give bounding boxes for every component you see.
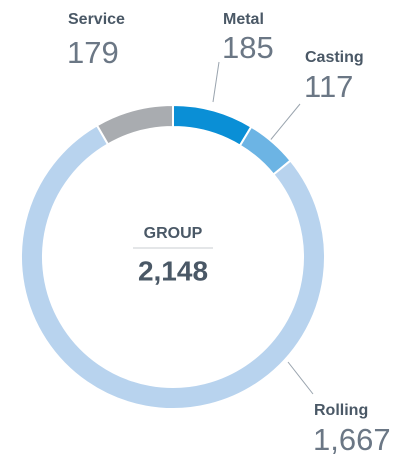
leader-line — [212, 61, 220, 103]
donut-segment — [172, 103, 253, 147]
donut-segment — [95, 103, 174, 146]
leader-line — [267, 103, 301, 144]
center-label: GROUP — [144, 225, 203, 242]
leader-line — [287, 361, 314, 395]
segment-value: 185 — [222, 30, 274, 65]
donut-segment — [20, 123, 326, 410]
segment-value: 117 — [304, 69, 353, 104]
segment-name: Service — [68, 11, 125, 28]
segment-name: Rolling — [314, 402, 368, 419]
segment-value: 1,667 — [313, 422, 391, 457]
segment-value: 179 — [67, 35, 119, 70]
center-total: 2,148 — [138, 255, 208, 286]
segment-name: Casting — [305, 49, 364, 66]
segment-name: Metal — [223, 11, 264, 28]
